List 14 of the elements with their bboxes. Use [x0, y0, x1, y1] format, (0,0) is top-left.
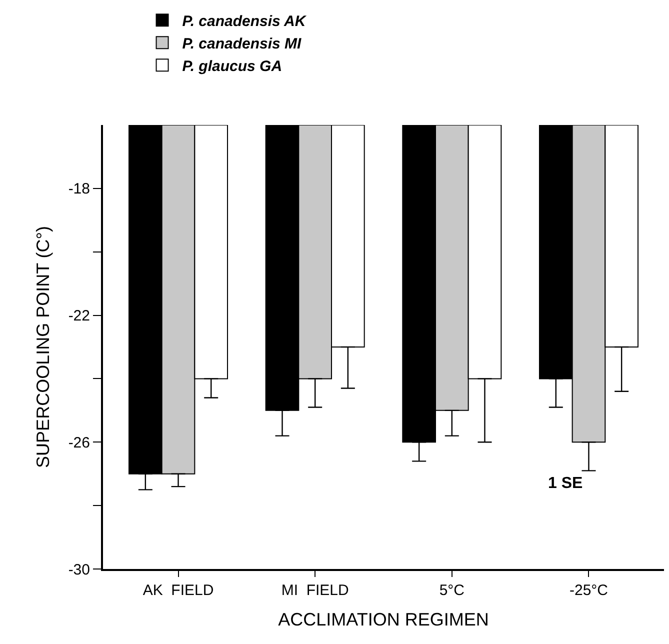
y-tick-label: -22 — [68, 308, 90, 325]
legend-label: P. canadensis MI — [182, 35, 302, 52]
legend-label: P. canadensis AK — [182, 12, 307, 30]
x-axis-title: ACCLIMATION REGIMEN — [278, 610, 489, 630]
annotation: 1 SE — [548, 475, 584, 492]
x-tick-label: 5°C — [439, 582, 465, 599]
x-tick-label: MI FIELD — [281, 582, 350, 599]
y-axis-title: SUPERCOOLING POINT (C°) — [33, 226, 54, 468]
y-tick-label: -30 — [68, 561, 90, 578]
legend-label: P. glaucus GA — [182, 58, 282, 75]
y-tick-label: -26 — [68, 434, 90, 452]
x-tick-label: -25°C — [569, 582, 608, 599]
x-tick-label: AK FIELD — [142, 582, 214, 599]
y-tick-label: -18 — [68, 180, 90, 198]
